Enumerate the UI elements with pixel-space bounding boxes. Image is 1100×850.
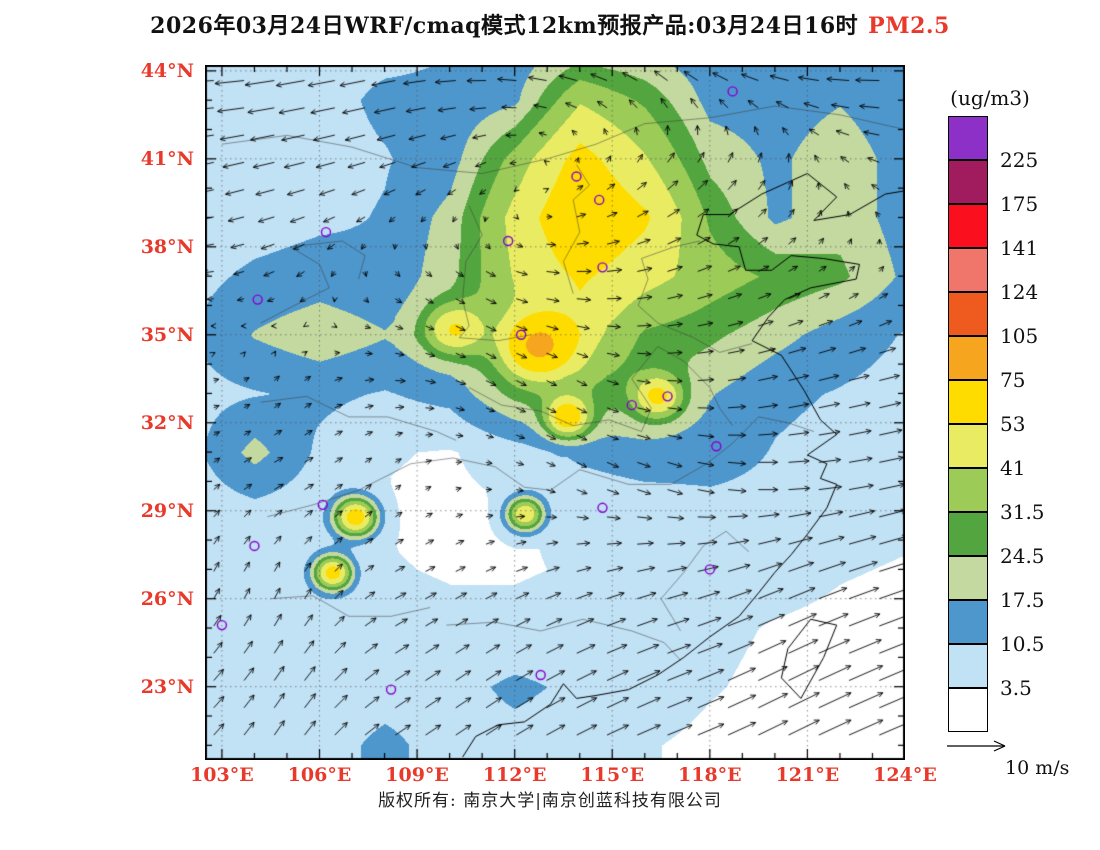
wind-scale: 10 m/s <box>945 735 1095 780</box>
lat-tick-label: 41°N <box>140 147 194 170</box>
legend-color-box <box>948 600 988 644</box>
lon-tick-label: 112°E <box>482 764 547 786</box>
lat-tick-label: 35°N <box>140 323 194 346</box>
latitude-axis: 44°N 41°N 38°N 35°N 32°N 29°N 26°N 23°N <box>108 60 200 760</box>
legend-tick-label: 17.5 <box>1000 588 1045 612</box>
lon-tick-label: 118°E <box>678 764 742 786</box>
copyright-footer: 版权所有: 南京大学|南京创蓝科技有限公司 <box>378 791 722 811</box>
lat-tick-label: 44°N <box>140 59 194 82</box>
legend-tick-label: 75 <box>1000 368 1026 392</box>
wind-scale-arrow-icon <box>947 740 1006 752</box>
lon-tick-label: 115°E <box>580 764 645 786</box>
lat-tick-label: 23°N <box>140 675 194 698</box>
wind-scale-label: 10 m/s <box>1005 757 1070 779</box>
legend-tick-label: 41 <box>1000 456 1026 480</box>
legend-tick-label: 3.5 <box>1000 676 1032 700</box>
legend-color-box <box>948 556 988 600</box>
lon-tick-label: 109°E <box>385 764 449 786</box>
legend-color-box <box>948 336 988 380</box>
lat-tick-label: 38°N <box>140 235 194 258</box>
legend-color-box <box>948 512 988 556</box>
legend-color-box <box>948 424 988 468</box>
legend-unit-label: (ug/m3) <box>950 86 1030 110</box>
color-legend: 225 175 141 124 105 75 53 41 31.5 24.5 17.5 10.5 3.5 <box>948 116 1098 756</box>
lat-tick-label: 29°N <box>140 499 194 522</box>
lon-tick-label: 103°E <box>190 764 254 786</box>
lon-tick-label: 121°E <box>775 764 840 786</box>
lat-tick-label: 32°N <box>140 411 194 434</box>
legend-tick-label: 124 <box>1000 280 1039 304</box>
page-title: 2026年03月24日WRF/cmaq模式12km预报产品:03月24日16时 P… <box>0 8 1100 40</box>
legend-tick-label: 225 <box>1000 148 1039 172</box>
legend-color-box <box>948 292 988 336</box>
legend-color-box <box>948 248 988 292</box>
legend-color-box <box>948 644 988 688</box>
legend-color-box <box>948 204 988 248</box>
legend-tick-label: 105 <box>1000 324 1039 348</box>
legend-color-box <box>948 688 988 732</box>
legend-color-box <box>948 160 988 204</box>
legend-color-box <box>948 380 988 424</box>
legend-tick-label: 53 <box>1000 412 1026 436</box>
lon-tick-label: 124°E <box>873 764 937 786</box>
lon-tick-label: 106°E <box>287 764 352 786</box>
legend-tick-label: 175 <box>1000 192 1039 216</box>
legend-tick-label: 10.5 <box>1000 632 1045 656</box>
longitude-axis: 103°E 106°E 109°E 112°E 115°E 118°E 121°E 124°E <box>190 764 937 788</box>
legend-color-box <box>948 116 988 160</box>
pm25-forecast-map <box>205 65 905 760</box>
lat-tick-label: 26°N <box>140 587 194 610</box>
pollutant-label: PM2.5 <box>868 13 950 39</box>
legend-tick-label: 24.5 <box>1000 544 1045 568</box>
title-text: 2026年03月24日WRF/cmaq模式12km预报产品:03月24日16时 <box>150 13 859 39</box>
legend-tick-label: 31.5 <box>1000 500 1045 524</box>
legend-color-box <box>948 468 988 512</box>
legend-tick-label: 141 <box>1000 236 1039 260</box>
